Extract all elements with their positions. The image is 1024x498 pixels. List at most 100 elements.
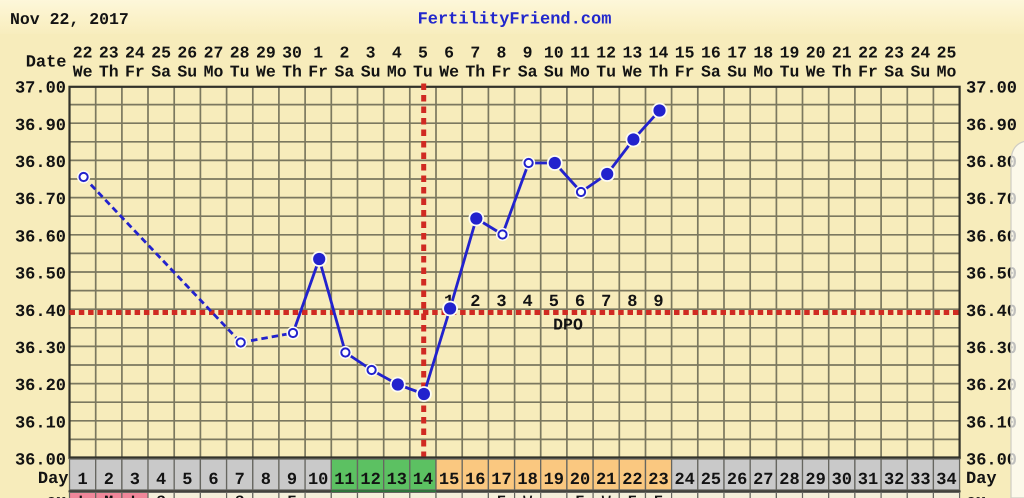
svg-text:36.60: 36.60 <box>15 228 66 247</box>
svg-text:30: 30 <box>832 471 852 490</box>
svg-text:36.80: 36.80 <box>15 154 66 173</box>
svg-text:36.70: 36.70 <box>966 191 1017 210</box>
svg-text:1: 1 <box>77 471 87 490</box>
svg-text:Sa: Sa <box>884 63 904 82</box>
svg-text:22: 22 <box>622 471 642 490</box>
svg-text:E: E <box>575 494 584 498</box>
svg-text:36.00: 36.00 <box>15 452 66 471</box>
svg-text:Fr: Fr <box>492 63 512 82</box>
svg-text:24: 24 <box>910 44 930 63</box>
svg-text:4: 4 <box>156 471 166 490</box>
svg-text:16: 16 <box>701 44 721 63</box>
svg-text:19: 19 <box>544 471 564 490</box>
svg-text:36.10: 36.10 <box>15 414 66 433</box>
svg-text:10: 10 <box>544 44 564 63</box>
svg-text:5: 5 <box>418 44 428 63</box>
svg-text:Sa: Sa <box>334 63 354 82</box>
svg-text:11: 11 <box>334 471 354 490</box>
svg-text:7: 7 <box>235 471 245 490</box>
svg-text:13: 13 <box>622 44 642 63</box>
svg-text:37.00: 37.00 <box>15 80 66 99</box>
svg-text:32: 32 <box>884 471 904 490</box>
svg-text:27: 27 <box>204 44 224 63</box>
svg-text:36.30: 36.30 <box>966 340 1017 359</box>
svg-text:24: 24 <box>674 471 694 490</box>
svg-text:FertilityFriend.com: FertilityFriend.com <box>418 11 612 30</box>
svg-text:3: 3 <box>130 471 140 490</box>
svg-text:18: 18 <box>753 44 773 63</box>
svg-text:We: We <box>806 63 826 82</box>
svg-text:2: 2 <box>470 293 480 312</box>
svg-text:34: 34 <box>936 471 956 490</box>
svg-text:36.20: 36.20 <box>966 377 1017 396</box>
svg-text:36.50: 36.50 <box>15 266 66 285</box>
svg-text:Mo: Mo <box>937 63 957 82</box>
svg-text:Th: Th <box>282 63 302 82</box>
svg-text:2: 2 <box>104 471 114 490</box>
svg-text:Th: Th <box>99 63 119 82</box>
svg-text:4: 4 <box>522 293 532 312</box>
svg-text:18: 18 <box>517 471 537 490</box>
svg-text:36.40: 36.40 <box>966 303 1017 322</box>
svg-text:Sa: Sa <box>701 63 721 82</box>
svg-text:We: We <box>439 63 459 82</box>
svg-text:29: 29 <box>256 44 276 63</box>
svg-text:36.40: 36.40 <box>15 303 66 322</box>
svg-text:33: 33 <box>910 471 930 490</box>
svg-text:3: 3 <box>496 293 506 312</box>
svg-text:Day: Day <box>966 470 997 489</box>
svg-text:15: 15 <box>439 471 459 490</box>
svg-text:26: 26 <box>177 44 197 63</box>
svg-text:S: S <box>235 494 244 498</box>
svg-text:8: 8 <box>627 293 637 312</box>
svg-text:E: E <box>628 494 637 498</box>
svg-text:7: 7 <box>470 44 480 63</box>
svg-text:Su: Su <box>361 63 381 82</box>
svg-text:Mo: Mo <box>204 63 224 82</box>
svg-text:Nov 22, 2017: Nov 22, 2017 <box>10 10 129 29</box>
svg-text:36.10: 36.10 <box>966 414 1017 433</box>
svg-text:25: 25 <box>937 44 957 63</box>
svg-text:M: M <box>104 494 113 498</box>
svg-text:15: 15 <box>675 44 695 63</box>
svg-text:Th: Th <box>832 63 852 82</box>
svg-text:CM: CM <box>966 494 986 498</box>
svg-text:25: 25 <box>151 44 171 63</box>
svg-text:36.20: 36.20 <box>15 377 66 396</box>
svg-text:21: 21 <box>596 471 616 490</box>
svg-text:Fr: Fr <box>308 63 328 82</box>
svg-text:E: E <box>287 494 296 498</box>
svg-text:6: 6 <box>575 293 585 312</box>
svg-text:30: 30 <box>282 44 302 63</box>
svg-text:Su: Su <box>910 63 930 82</box>
svg-text:37.00: 37.00 <box>966 80 1017 99</box>
svg-text:13: 13 <box>387 471 407 490</box>
svg-text:8: 8 <box>497 44 507 63</box>
svg-text:Fr: Fr <box>125 63 145 82</box>
svg-text:28: 28 <box>779 471 799 490</box>
svg-text:36.70: 36.70 <box>15 191 66 210</box>
svg-text:6: 6 <box>208 471 218 490</box>
svg-text:2: 2 <box>339 44 349 63</box>
svg-text:S: S <box>157 494 166 498</box>
svg-text:1: 1 <box>313 44 323 63</box>
svg-text:Date: Date <box>26 54 67 73</box>
svg-text:Tu: Tu <box>596 63 616 82</box>
svg-text:Sa: Sa <box>518 63 538 82</box>
svg-text:19: 19 <box>780 44 800 63</box>
svg-text:21: 21 <box>832 44 852 63</box>
svg-text:36.90: 36.90 <box>15 117 66 136</box>
svg-text:36.00: 36.00 <box>966 452 1017 471</box>
svg-text:Su: Su <box>544 63 564 82</box>
svg-text:36.60: 36.60 <box>966 228 1017 247</box>
svg-text:We: We <box>622 63 642 82</box>
svg-text:5: 5 <box>549 293 559 312</box>
svg-text:5: 5 <box>182 471 192 490</box>
svg-text:Su: Su <box>177 63 197 82</box>
svg-text:Mo: Mo <box>570 63 590 82</box>
svg-text:Fr: Fr <box>858 63 878 82</box>
svg-text:9: 9 <box>287 471 297 490</box>
svg-text:Mo: Mo <box>387 63 407 82</box>
svg-text:25: 25 <box>701 471 721 490</box>
svg-text:DPO: DPO <box>553 316 583 335</box>
